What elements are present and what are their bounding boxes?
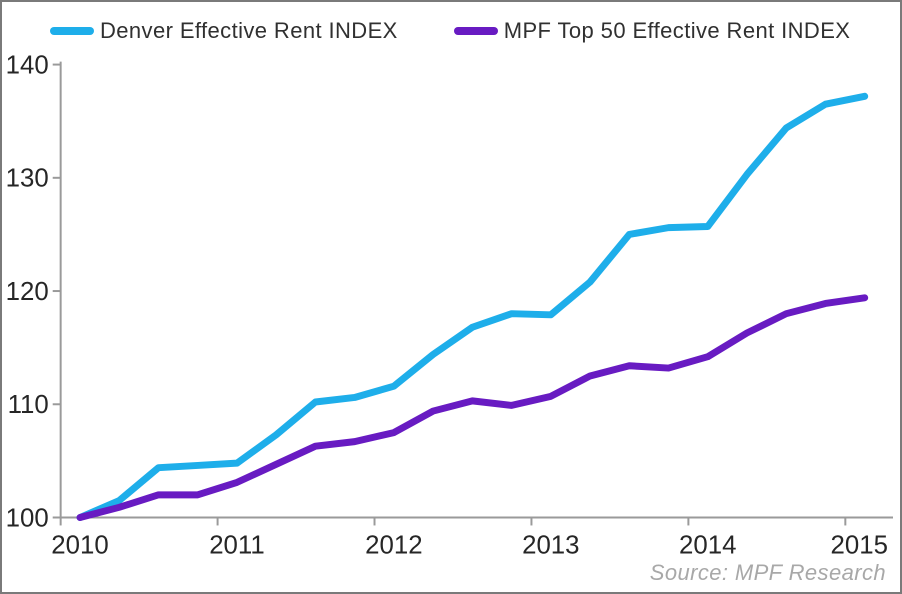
x-axis-label: 2012 [365, 531, 422, 559]
x-axis-label: 2011 [209, 531, 265, 559]
source-note: Source: MPF Research [649, 560, 886, 585]
x-axis-label: 2010 [51, 531, 108, 559]
x-axis-label: 2014 [679, 531, 736, 559]
legend-label-denver: Denver Effective Rent INDEX [100, 18, 398, 43]
y-axis-label: 100 [6, 504, 49, 532]
legend-label-mpf-top50: MPF Top 50 Effective Rent INDEX [503, 18, 851, 43]
axis-lines [59, 61, 894, 519]
x-axis-label: 2015 [831, 531, 888, 559]
legend-swatch-denver [50, 27, 94, 35]
series-line-mpf-top50 [76, 294, 869, 521]
x-axis-label: 2013 [522, 531, 579, 559]
series-line-denver [76, 92, 869, 521]
legend: Denver Effective Rent INDEX MPF Top 50 E… [50, 18, 850, 44]
legend-swatch-mpf-top50 [453, 27, 498, 35]
y-axis-label: 130 [6, 165, 49, 193]
y-axis-label: 140 [6, 52, 49, 80]
y-axis-label: 120 [6, 278, 49, 306]
y-axis-label: 110 [8, 391, 49, 419]
legend-item-mpf-top50: MPF Top 50 Effective Rent INDEX [453, 18, 851, 44]
legend-item-denver: Denver Effective Rent INDEX [50, 18, 398, 44]
